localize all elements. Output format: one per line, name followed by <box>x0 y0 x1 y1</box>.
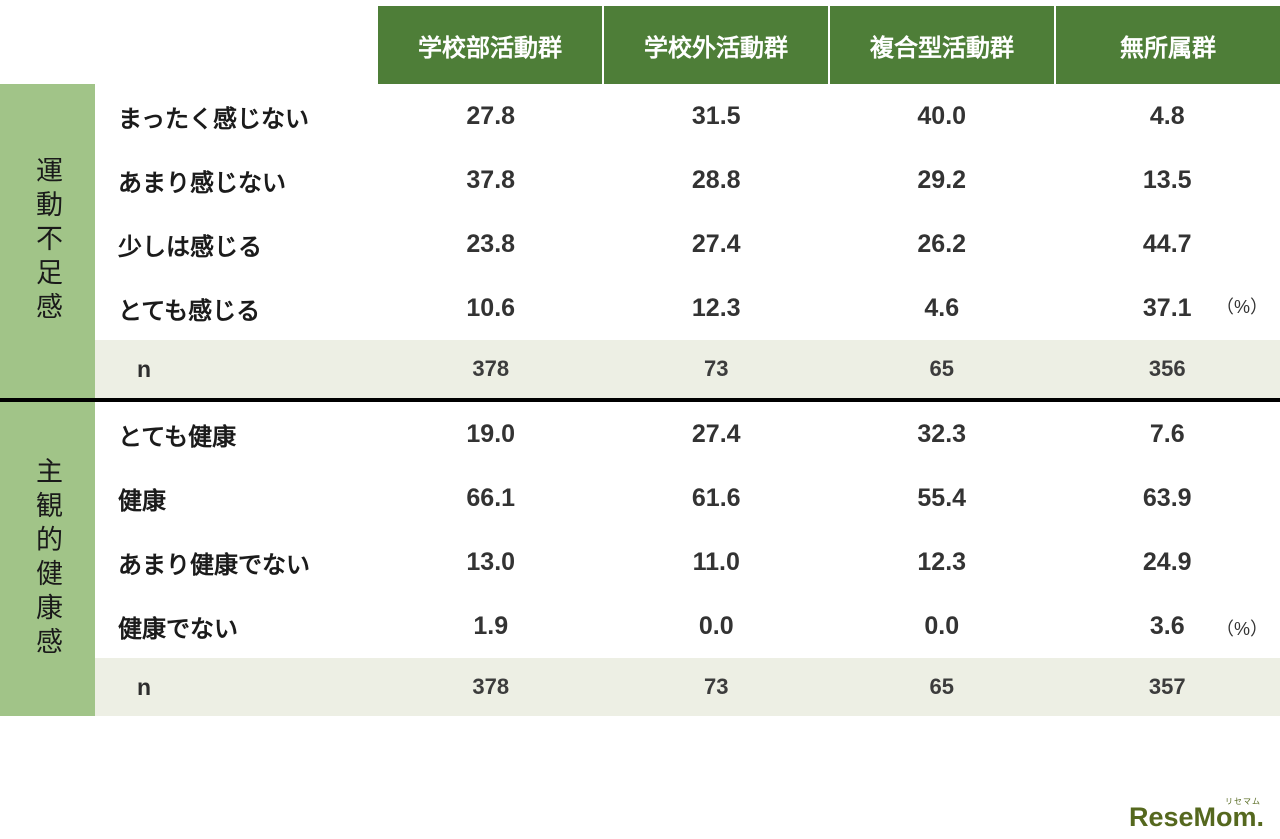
cell-value: 13.5 <box>1142 165 1192 194</box>
table-row: あまり健康でない 13.0 11.0 12.3 24.9 <box>95 530 1280 594</box>
column-header-combined: 複合型活動群 <box>828 6 1054 84</box>
column-header-unaffiliated: 無所属群 <box>1054 6 1280 84</box>
cell-value: 7.6 <box>1149 419 1185 448</box>
cell-value: 10.6 <box>466 293 516 322</box>
row-label: 健康 <box>118 487 166 515</box>
header-spacer <box>0 6 378 84</box>
table-row: 少しは感じる 23.8 27.4 26.2 44.7 <box>95 212 1280 276</box>
section-divider <box>0 398 1280 402</box>
cell-value: 44.7 <box>1142 229 1192 258</box>
cell-value: 4.6 <box>924 293 960 322</box>
section-exercise-deficiency: 運動不足感 まったく感じない 27.8 31.5 40.0 4.8 あまり感じな… <box>0 84 1280 398</box>
table-row: 健康 66.1 61.6 55.4 63.9 <box>95 466 1280 530</box>
row-label: あまり感じない <box>118 169 286 197</box>
cell-value: 19.0 <box>466 419 516 448</box>
cell-value: 27.4 <box>691 229 741 258</box>
n-row: n 378 73 65 357 <box>95 658 1280 716</box>
section-label-band: 主観的健康感 <box>0 402 95 716</box>
row-label: あまり健康でない <box>118 551 310 579</box>
section-label: 運動不足感 <box>32 156 62 326</box>
cell-value: 4.8 <box>1149 101 1185 130</box>
cell-value: 40.0 <box>917 101 967 130</box>
cell-value: 55.4 <box>917 483 967 512</box>
cell-value: 12.3 <box>917 547 967 576</box>
section-rows: とても健康 19.0 27.4 32.3 7.6 健康 66.1 61.6 55… <box>95 402 1280 716</box>
n-row-label: n <box>137 673 152 700</box>
n-value: 73 <box>704 674 729 699</box>
cell-value: 37.1 <box>1142 293 1192 322</box>
cell-value: 0.0 <box>698 611 734 640</box>
cell-value: 37.8 <box>466 165 516 194</box>
unit-label: （%） <box>1215 619 1268 639</box>
cell-value: 13.0 <box>466 547 516 576</box>
n-value: 378 <box>472 674 510 699</box>
cell-value: 1.9 <box>473 611 509 640</box>
unit-label: （%） <box>1215 297 1268 317</box>
section-subjective-health: 主観的健康感 とても健康 19.0 27.4 32.3 7.6 健康 66.1 … <box>0 402 1280 716</box>
table-row: 健康でない 1.9 0.0 0.0 3.6 <box>95 594 1280 658</box>
section-label-band: 運動不足感 <box>0 84 95 398</box>
cell-value: 27.8 <box>466 101 516 130</box>
cell-value: 27.4 <box>691 419 741 448</box>
n-row-label: n <box>137 355 152 382</box>
table-row: あまり感じない 37.8 28.8 29.2 13.5 <box>95 148 1280 212</box>
row-label: まったく感じない <box>118 105 310 133</box>
cell-value: 31.5 <box>691 101 741 130</box>
n-row: n 378 73 65 356 <box>95 340 1280 398</box>
logo-text: ReseMom. <box>1128 802 1264 832</box>
cell-value: 32.3 <box>917 419 967 448</box>
cell-value: 66.1 <box>466 483 516 512</box>
cell-value: 29.2 <box>917 165 967 194</box>
n-value: 357 <box>1148 674 1186 699</box>
n-value: 73 <box>704 356 729 381</box>
table-row: とても感じる 10.6 12.3 4.6 37.1 <box>95 276 1280 340</box>
cell-value: 61.6 <box>691 483 741 512</box>
cell-value: 28.8 <box>691 165 741 194</box>
cell-value: 24.9 <box>1142 547 1192 576</box>
stats-table: 学校部活動群 学校外活動群 複合型活動群 無所属群 運動不足感 まったく感じない… <box>0 6 1280 716</box>
logo-ruby-text: リセマム <box>1225 797 1261 806</box>
table-row: まったく感じない 27.8 31.5 40.0 4.8 <box>95 84 1280 148</box>
row-label: 健康でない <box>118 615 238 643</box>
n-value: 65 <box>929 674 954 699</box>
cell-value: 63.9 <box>1142 483 1192 512</box>
n-value: 356 <box>1148 356 1186 381</box>
row-label: とても健康 <box>118 423 237 451</box>
section-rows: まったく感じない 27.8 31.5 40.0 4.8 あまり感じない 37.8… <box>95 84 1280 398</box>
section-label: 主観的健康感 <box>32 457 62 661</box>
cell-value: 12.3 <box>691 293 741 322</box>
n-value: 65 <box>929 356 954 381</box>
table-row: とても健康 19.0 27.4 32.3 7.6 <box>95 402 1280 466</box>
n-value: 378 <box>472 356 510 381</box>
resemom-logo: リセマム ReseMom. <box>1129 796 1264 831</box>
table-header-row: 学校部活動群 学校外活動群 複合型活動群 無所属群 <box>0 6 1280 84</box>
column-header-school-club: 学校部活動群 <box>378 6 602 84</box>
cell-value: 23.8 <box>466 229 516 258</box>
row-label: とても感じる <box>118 297 261 325</box>
column-header-outside-school: 学校外活動群 <box>602 6 828 84</box>
cell-value: 3.6 <box>1149 611 1185 640</box>
row-label: 少しは感じる <box>118 233 262 261</box>
cell-value: 11.0 <box>692 547 740 576</box>
cell-value: 26.2 <box>917 229 967 258</box>
cell-value: 0.0 <box>924 611 960 640</box>
